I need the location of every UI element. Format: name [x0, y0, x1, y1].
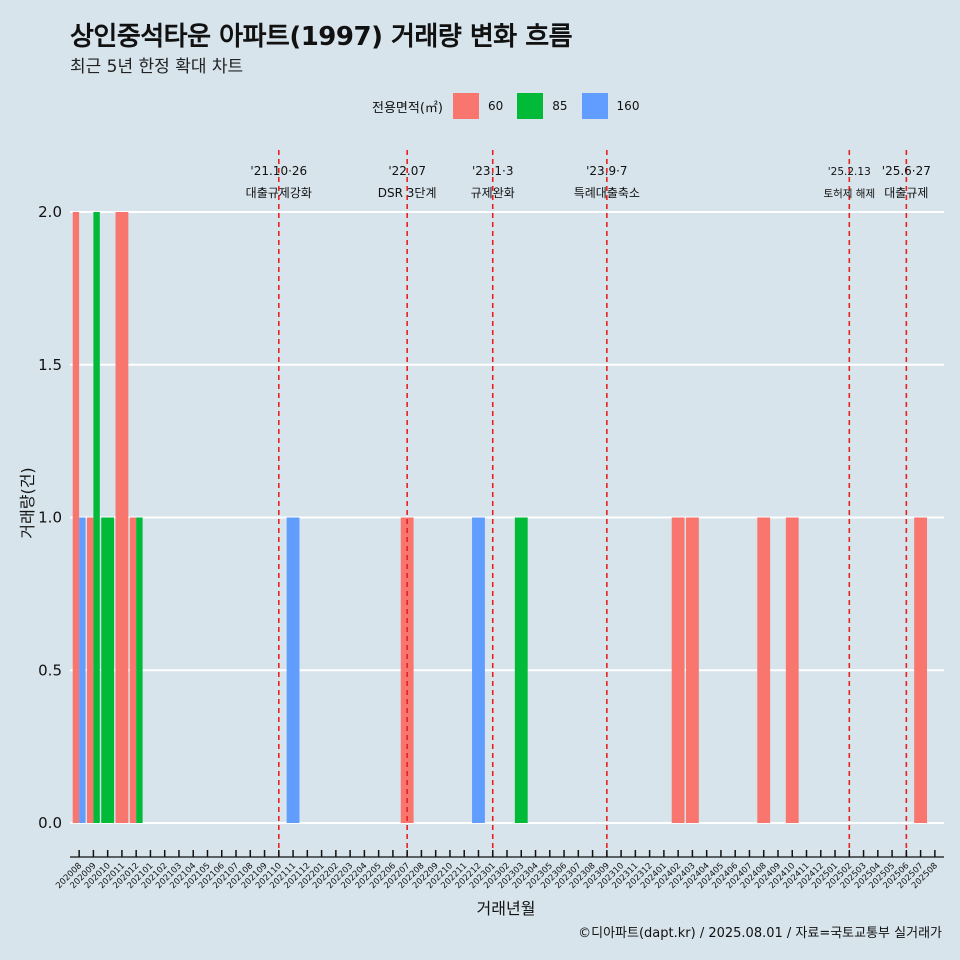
y-tick-label-0: 0.0: [38, 814, 62, 832]
source-caption: ©디아파트(dapt.kr) / 2025.08.01 / 자료=국토교통부 실…: [578, 926, 942, 941]
bar-60-202009: [86, 517, 94, 823]
event-label-5: 대출규제: [884, 186, 928, 200]
legend: 전용면적(㎡) 60 85 160: [372, 92, 653, 120]
event-label-4: 토허제 해제: [823, 187, 875, 200]
event-date-3: '23.9·7: [586, 164, 627, 178]
event-label-1: DSR 3단계: [378, 186, 437, 200]
event-label-3: 특례대출축소: [574, 186, 640, 200]
bar-60-202408: [757, 517, 771, 823]
chart-title: 상인중석타운 아파트(1997) 거래량 변화 흐름: [70, 22, 573, 52]
legend-swatch-85: [517, 93, 544, 119]
event-date-5: '25.6·27: [882, 164, 931, 178]
legend-swatch-60: [452, 93, 479, 119]
x-axis-title: 거래년월: [477, 899, 536, 918]
bar-160-202111: [286, 517, 300, 823]
legend-item-60: 60: [452, 93, 507, 119]
legend-item-160: 160: [581, 93, 644, 119]
event-label-2: 규제완화: [471, 186, 515, 200]
bar-60-202410: [785, 517, 799, 823]
bar-160-202212: [472, 517, 485, 823]
legend-item-85: 85: [517, 93, 571, 119]
bar-60-202008: [72, 212, 80, 823]
bar-85-202303: [514, 517, 528, 823]
event-date-0: '21.10·26: [250, 164, 307, 178]
event-label-0: 대출규제강화: [246, 186, 312, 200]
bar-60-202012: [129, 517, 137, 823]
event-date-2: '23.1·3: [472, 164, 513, 178]
y-tick-label-4: 2.0: [38, 203, 62, 221]
bar-60-202207: [400, 517, 414, 823]
y-tick-label-2: 1.0: [38, 509, 62, 527]
legend-title: 전용면적(㎡): [372, 100, 443, 116]
bar-160-202008: [79, 517, 86, 823]
legend-label-85: 85: [552, 99, 568, 113]
y-axis-title: 거래량(건): [18, 467, 37, 538]
bar-85-202010: [101, 517, 115, 823]
bar-60-202011: [115, 212, 129, 823]
event-date-1: '22.07: [388, 164, 426, 178]
bar-85-202012: [136, 517, 143, 823]
bar-85-202009: [93, 212, 100, 823]
legend-swatch-160: [581, 93, 608, 119]
bar-60-202402: [671, 517, 685, 823]
legend-label-160: 160: [616, 99, 640, 113]
y-tick-label-1: 0.5: [38, 661, 62, 679]
y-tick-label-3: 1.5: [38, 356, 62, 374]
chart-subtitle: 최근 5년 한정 확대 차트: [70, 57, 244, 77]
bar-60-202403: [685, 517, 699, 823]
event-date-4: '25.2.13: [828, 166, 871, 178]
bar-60-202507: [914, 517, 928, 823]
legend-label-60: 60: [487, 99, 504, 113]
